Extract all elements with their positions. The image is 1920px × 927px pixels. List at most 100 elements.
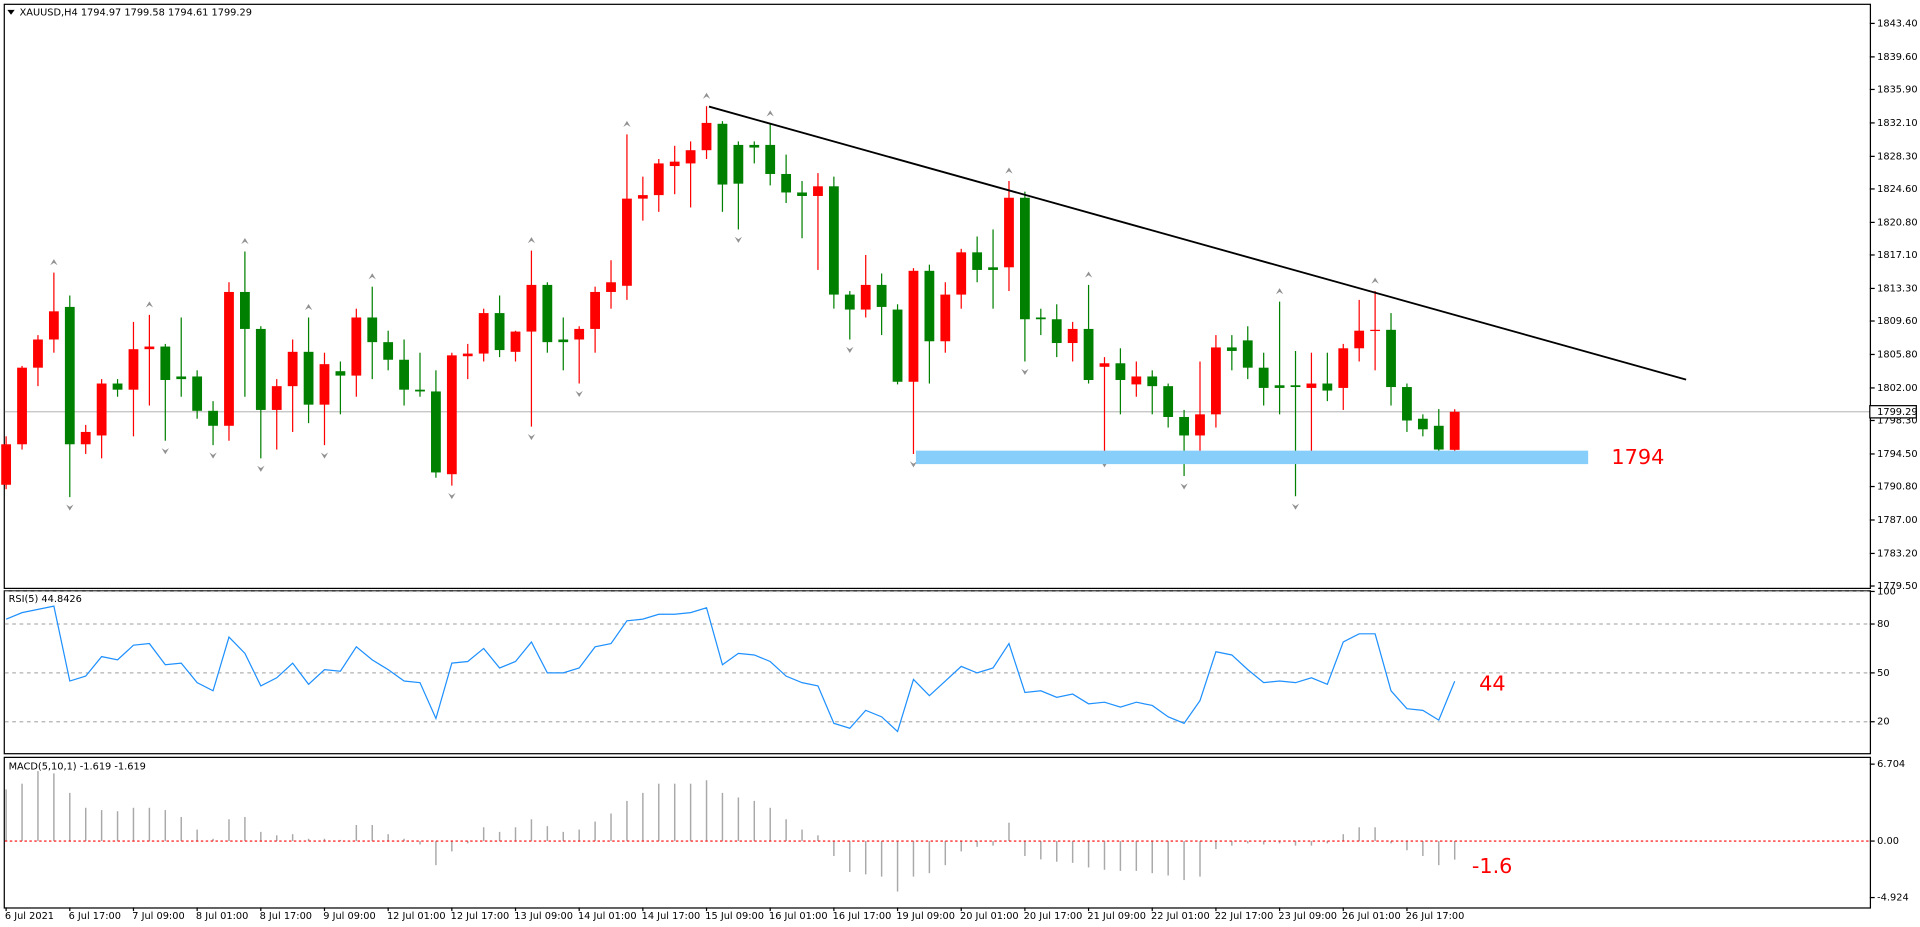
candle-body	[1306, 383, 1317, 388]
candle-body	[1195, 414, 1205, 436]
x-tick-label: 22 Jul 01:00	[1151, 911, 1210, 922]
y-tick-label: 1809.60	[1877, 316, 1917, 327]
rsi-header: RSI(5) 44.8426	[9, 594, 82, 605]
fractal-up	[766, 110, 774, 117]
x-tick-label: 14 Jul 01:00	[578, 911, 637, 922]
x-tick-label: 6 Jul 17:00	[69, 911, 121, 922]
candle-body	[1067, 328, 1078, 344]
candle-body	[813, 186, 823, 196]
candle-body	[1083, 328, 1094, 380]
rsi-line	[5, 605, 1456, 733]
fractal-up	[1005, 167, 1013, 174]
y-tick-label: 1824.60	[1877, 184, 1917, 195]
y-tick-label: 50	[1877, 668, 1889, 679]
y-tick-label: 1820.80	[1877, 217, 1917, 228]
candle-body	[415, 389, 425, 392]
fractal-up	[50, 259, 58, 266]
candle-body	[446, 355, 457, 475]
candle-body	[1179, 416, 1189, 436]
candle-body	[271, 386, 282, 410]
candle-body	[351, 317, 362, 376]
support-zone	[915, 450, 1589, 465]
y-tick-label: 1783.20	[1877, 548, 1917, 559]
symbol-header: XAUUSD,H4 1794.97 1799.58 1794.61 1799.2…	[20, 7, 252, 18]
x-tick-label: 7 Jul 09:00	[132, 911, 184, 922]
rsi-label: 44	[1479, 672, 1505, 696]
x-tick-label: 23 Jul 09:00	[1278, 911, 1337, 922]
candle-body	[399, 359, 409, 390]
candle-body	[828, 186, 839, 295]
menu-arrow	[7, 9, 15, 15]
x-tick-label: 26 Jul 01:00	[1342, 911, 1401, 922]
candle-body	[717, 123, 728, 185]
x-tick-label: 6 Jul 2021	[5, 911, 54, 922]
candle-body	[542, 284, 553, 343]
candle-body	[1449, 411, 1460, 450]
candle-body	[112, 383, 123, 390]
fractal-up	[241, 237, 249, 245]
y-tick-label: 1813.30	[1877, 283, 1917, 294]
fractal-down	[161, 448, 169, 455]
x-tick-label: 13 Jul 09:00	[514, 911, 573, 922]
candle-body	[653, 163, 664, 196]
candle-body	[1, 444, 12, 485]
x-tick-label: 21 Jul 09:00	[1087, 911, 1146, 922]
y-tick-label: 1790.80	[1877, 482, 1917, 493]
fractal-down	[734, 236, 743, 243]
candle-body	[988, 267, 998, 270]
candle-body	[844, 294, 855, 310]
candle-body	[176, 376, 187, 380]
y-tick-label: 1835.90	[1877, 84, 1917, 95]
candle-body	[558, 339, 569, 343]
candle-body	[956, 252, 967, 295]
last-price-box	[1869, 405, 1917, 419]
x-tick-label: 8 Jul 17:00	[260, 911, 312, 922]
fractal-down	[909, 461, 918, 468]
candle-body	[1290, 385, 1301, 388]
fractal-up	[368, 273, 376, 280]
candle-body	[606, 282, 616, 292]
y-tick-label: 1817.10	[1877, 250, 1917, 261]
candle-body	[319, 364, 330, 405]
candle-body	[1338, 348, 1349, 388]
candle-body	[1147, 376, 1158, 387]
candle-body	[924, 270, 935, 342]
x-tick-label: 15 Jul 09:00	[705, 911, 764, 922]
fractal-down	[575, 390, 583, 397]
candle-body	[765, 144, 776, 174]
fractal-up	[623, 120, 631, 128]
x-tick-label: 20 Jul 17:00	[1024, 911, 1083, 922]
x-tick-label: 26 Jul 17:00	[1406, 911, 1465, 922]
candle-body	[48, 311, 59, 340]
y-tick-label: 1802.00	[1877, 383, 1917, 394]
x-tick-label: 19 Jul 09:00	[896, 911, 955, 922]
candle-body	[908, 270, 919, 382]
candle-body	[1354, 330, 1365, 349]
y-tick-label: 20	[1877, 717, 1889, 728]
candle-body	[1004, 197, 1014, 268]
fractal-up	[527, 237, 536, 244]
fractal-down	[257, 465, 265, 472]
candle-body	[160, 346, 171, 380]
candle-body	[17, 367, 27, 445]
candle-body	[510, 331, 521, 352]
y-tick-label: 1843.40	[1877, 18, 1917, 29]
fractal-down	[448, 493, 456, 500]
candle-body	[1131, 376, 1142, 385]
y-tick-label: 80	[1877, 619, 1889, 630]
candle-body	[749, 144, 760, 148]
y-tick-label: 1805.80	[1877, 349, 1917, 360]
y-tick-label: -4.924	[1877, 893, 1909, 904]
fractal-up	[145, 301, 154, 308]
candle-body	[431, 391, 441, 473]
candle-body	[1417, 418, 1428, 430]
x-tick-label: 20 Jul 01:00	[960, 911, 1019, 922]
y-tick-label: 0.00	[1877, 836, 1899, 847]
fractal-up	[304, 304, 313, 311]
candle-body	[128, 349, 139, 390]
candle-body	[622, 198, 632, 286]
candle-body	[526, 284, 537, 332]
candle-body	[701, 122, 712, 151]
candle-body	[335, 371, 346, 376]
